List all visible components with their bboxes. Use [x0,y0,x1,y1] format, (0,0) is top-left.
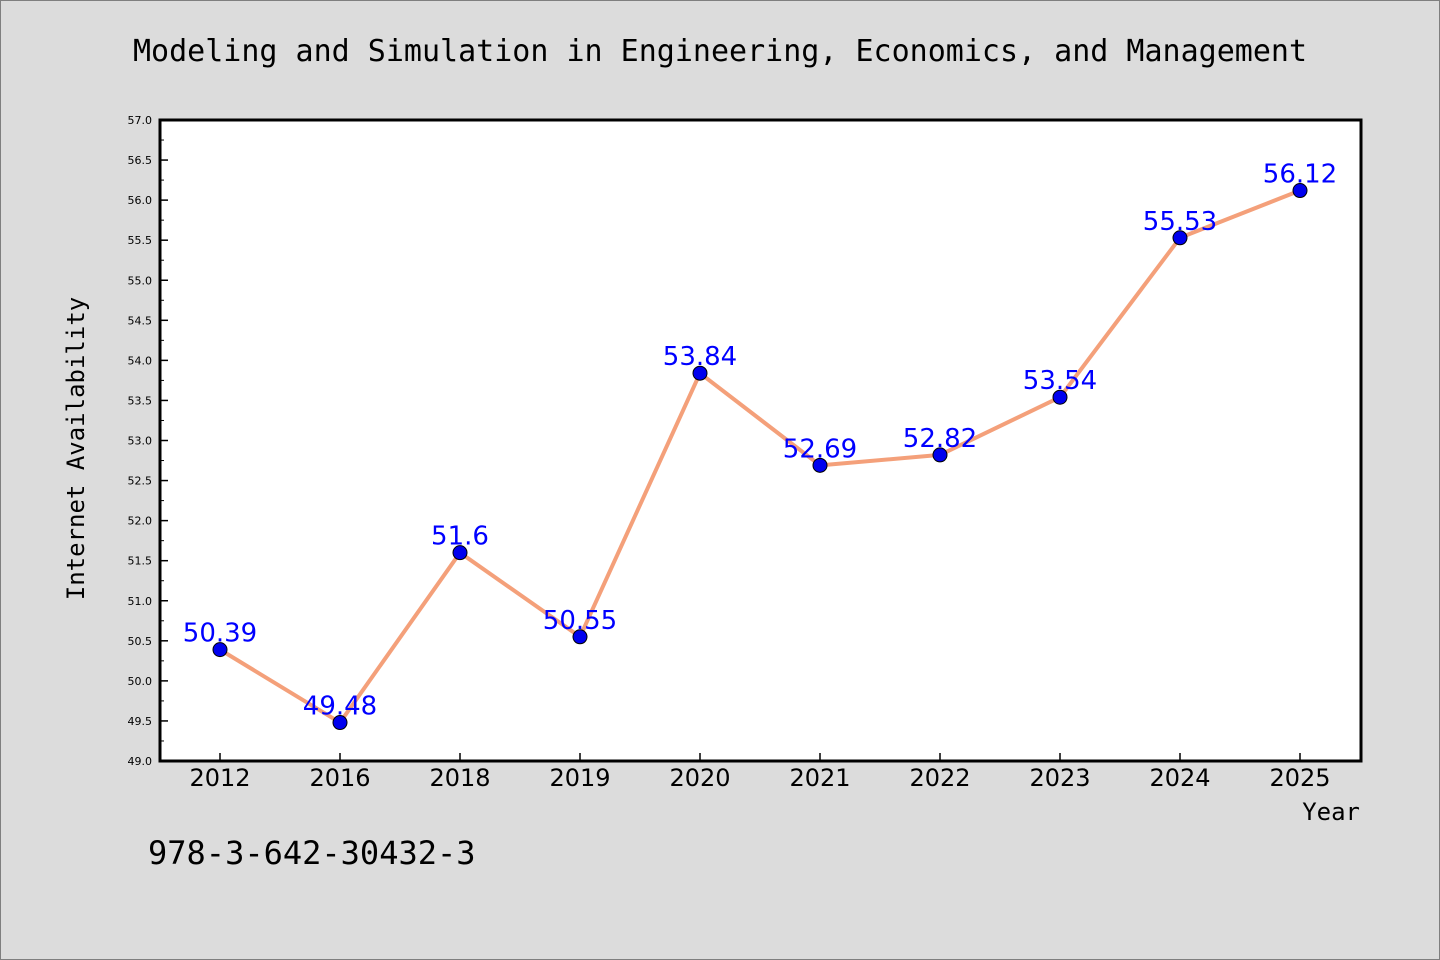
x-tick-label: 2023 [1029,764,1090,792]
data-label: 56.12 [1263,160,1337,190]
data-label: 53.84 [663,342,737,372]
y-axis-label: Internet Availability [62,297,90,600]
series-markers [212,183,1308,731]
series-line [218,188,1301,725]
data-point [1292,183,1308,199]
y-axis: 49.0 49.5 50.0 50.5 51.0 51.5 52.0 52.5 53.0 53.5… [128,114,168,768]
y-tick-label: 55.0 [128,274,153,287]
data-point [692,365,708,381]
data-point [932,447,948,463]
data-label: 49.48 [303,692,377,722]
chart-title: Modeling and Simulation in Engineering, … [133,34,1307,69]
y-tick-label: 50.0 [128,675,153,688]
isbn-text: 978-3-642-30432-3 [148,834,476,872]
y-tick-label: 56.0 [128,194,153,207]
x-tick-label: 2018 [429,764,490,792]
y-tick-label: 54.0 [128,354,153,367]
y-tick-label: 57.0 [128,114,153,127]
data-label: 53.54 [1023,366,1097,396]
x-tick-label: 2016 [309,764,370,792]
data-label: 52.69 [783,434,857,464]
data-label: 55.53 [1143,207,1217,237]
data-point [1052,389,1068,405]
x-tick-label: 2021 [789,764,850,792]
x-axis-label: Year [1302,798,1360,826]
x-tick-label: 2025 [1269,764,1330,792]
y-tick-label: 56.5 [128,154,153,167]
y-tick-label: 49.0 [128,755,153,768]
x-tick-label: 2019 [549,764,610,792]
y-tick-label: 55.5 [128,234,153,247]
data-point [212,642,228,658]
data-point [572,629,588,645]
y-tick-label: 49.5 [128,715,153,728]
data-point [332,715,348,731]
x-tick-label: 2012 [189,764,250,792]
plot-area [158,118,1363,763]
data-label: 52.82 [903,424,977,454]
x-tick-label: 2024 [1149,764,1210,792]
y-tick-label: 51.5 [128,555,153,568]
y-tick-label: 51.0 [128,595,153,608]
data-point [452,545,468,561]
y-tick-label: 50.5 [128,635,153,648]
y-tick-label: 52.0 [128,515,153,528]
x-tick-label: 2022 [909,764,970,792]
data-label: 50.39 [183,619,257,649]
data-label: 50.55 [543,606,617,636]
data-labels: 50.39 49.48 51.6 50.55 53.84 52.69 52.82 53.54 5… [183,160,1337,722]
data-point [1172,230,1188,246]
y-tick-label: 53.5 [128,394,153,407]
y-tick-label: 52.5 [128,475,153,488]
x-axis: 2012 2016 2018 2019 2020 2021 2022 2023 2024 2025 [189,753,1331,792]
data-point [812,457,828,473]
y-tick-label: 54.5 [128,314,153,327]
y-tick-label: 53.0 [128,435,153,448]
data-label: 51.6 [431,522,489,552]
x-tick-label: 2020 [669,764,730,792]
